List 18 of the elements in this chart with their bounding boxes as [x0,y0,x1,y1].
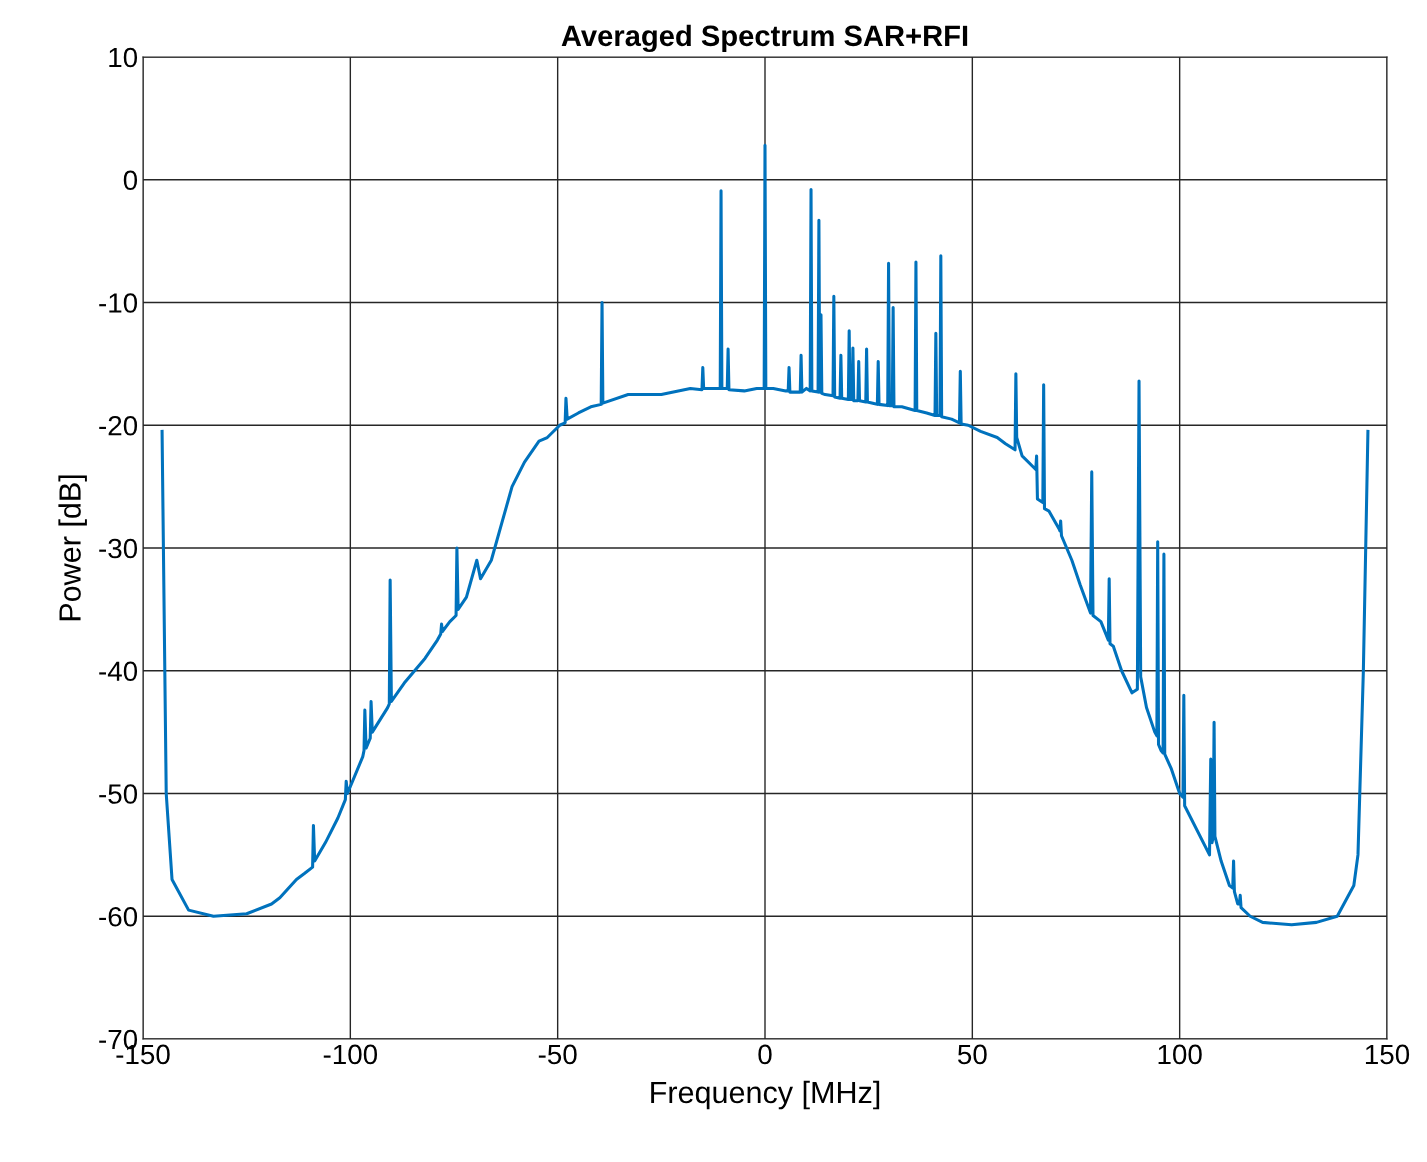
x-axis-title: Frequency [MHz] [651,1080,880,1110]
chart-title: Averaged Spectrum SAR+RFI [561,24,968,53]
y-tick-label: 0 [123,170,138,191]
y-tick-label: -60 [99,906,138,927]
y-tick-label: -30 [99,538,138,559]
y-tick-label: -50 [99,784,138,804]
y-tick-label: -10 [99,293,138,313]
x-tick-label: 100 [1158,1044,1202,1065]
x-tick-label: 0 [758,1044,772,1065]
x-tick-label: -100 [323,1044,378,1065]
y-tick-label: -40 [99,661,138,682]
x-tick-label: 150 [1365,1044,1410,1065]
y-tick-label: -20 [99,415,138,436]
x-tick-label: 50 [958,1044,987,1065]
y-axis-title: Power [dB] [58,475,87,621]
y-tick-label: 10 [109,47,138,68]
line-series [160,143,1370,927]
x-tick-label: -50 [538,1044,577,1065]
